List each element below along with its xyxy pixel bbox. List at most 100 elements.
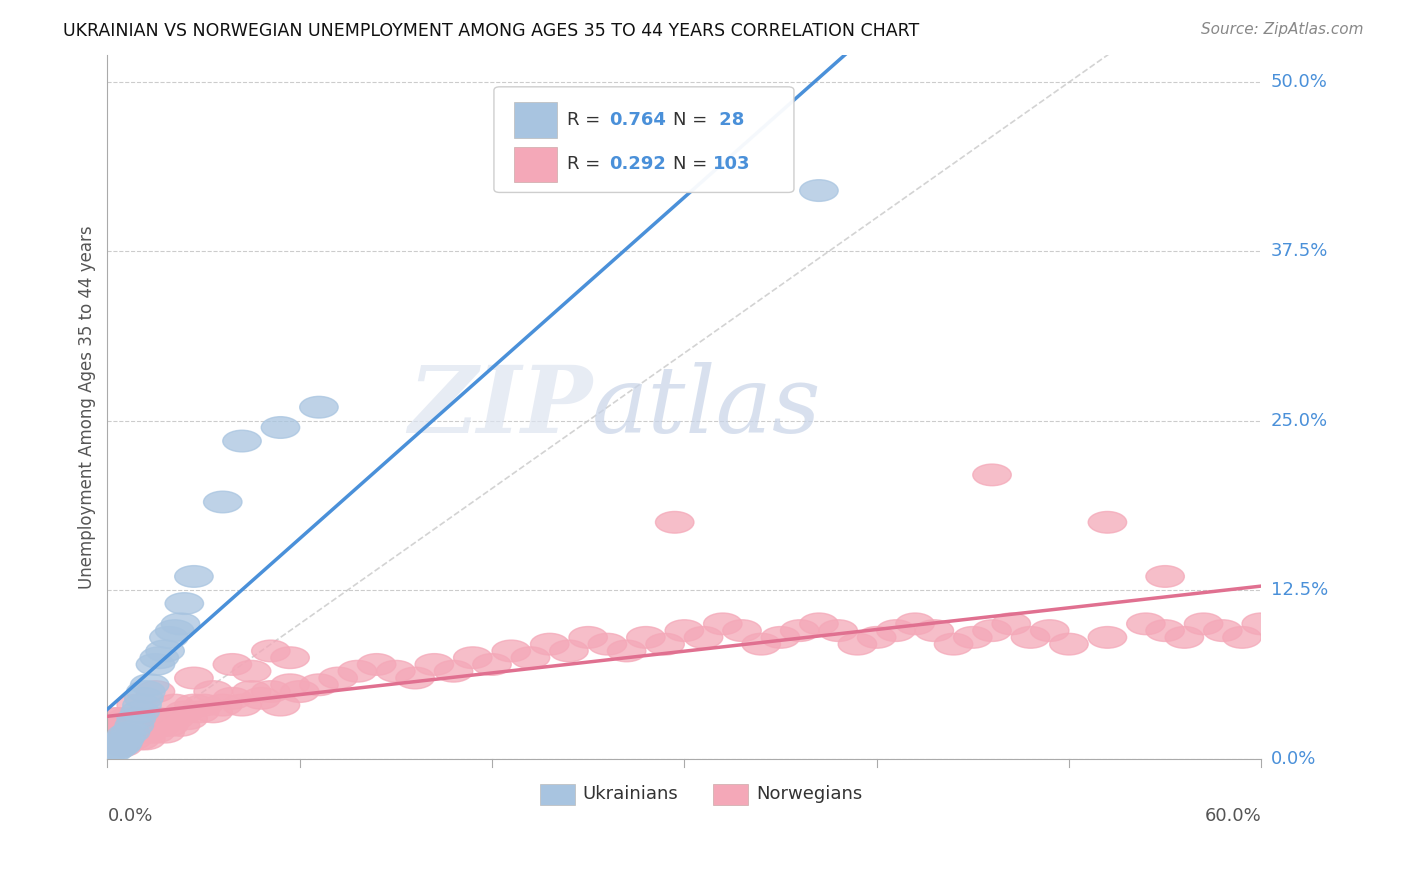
Ellipse shape: [141, 707, 179, 730]
Ellipse shape: [194, 681, 232, 702]
Ellipse shape: [915, 620, 953, 641]
Ellipse shape: [125, 688, 163, 709]
Ellipse shape: [194, 701, 232, 723]
Ellipse shape: [569, 626, 607, 648]
Ellipse shape: [131, 707, 169, 730]
Ellipse shape: [1166, 626, 1204, 648]
Ellipse shape: [100, 722, 138, 743]
Ellipse shape: [162, 613, 200, 635]
Ellipse shape: [89, 714, 127, 736]
Ellipse shape: [156, 620, 194, 641]
Ellipse shape: [156, 707, 194, 730]
Ellipse shape: [101, 735, 141, 756]
Ellipse shape: [299, 396, 339, 418]
Ellipse shape: [232, 660, 271, 682]
Ellipse shape: [800, 613, 838, 635]
Ellipse shape: [174, 694, 214, 716]
Ellipse shape: [131, 674, 169, 696]
Ellipse shape: [104, 735, 142, 756]
Ellipse shape: [319, 667, 357, 689]
Ellipse shape: [252, 681, 290, 702]
Ellipse shape: [242, 688, 280, 709]
Ellipse shape: [132, 714, 172, 736]
Text: N =: N =: [673, 155, 713, 173]
Text: N =: N =: [673, 111, 713, 129]
Ellipse shape: [111, 722, 149, 743]
Ellipse shape: [149, 714, 188, 736]
Ellipse shape: [222, 694, 262, 716]
Ellipse shape: [89, 741, 127, 764]
Text: R =: R =: [567, 155, 606, 173]
Ellipse shape: [98, 738, 136, 759]
Ellipse shape: [280, 681, 319, 702]
Ellipse shape: [214, 688, 252, 709]
Ellipse shape: [111, 714, 149, 736]
Text: 0.764: 0.764: [609, 111, 666, 129]
Ellipse shape: [818, 620, 858, 641]
Ellipse shape: [492, 640, 530, 662]
Ellipse shape: [98, 707, 136, 730]
Text: 50.0%: 50.0%: [1271, 73, 1327, 91]
Ellipse shape: [122, 722, 162, 743]
Ellipse shape: [703, 613, 742, 635]
Ellipse shape: [169, 707, 208, 730]
Ellipse shape: [146, 640, 184, 662]
Ellipse shape: [165, 592, 204, 615]
Ellipse shape: [94, 740, 132, 762]
FancyBboxPatch shape: [713, 784, 748, 805]
Ellipse shape: [800, 179, 838, 202]
Ellipse shape: [1146, 566, 1184, 587]
Text: R =: R =: [567, 111, 606, 129]
Ellipse shape: [607, 640, 645, 662]
Ellipse shape: [877, 620, 915, 641]
Ellipse shape: [665, 620, 703, 641]
Text: 25.0%: 25.0%: [1271, 412, 1329, 430]
Ellipse shape: [96, 728, 135, 750]
Ellipse shape: [107, 707, 146, 730]
Ellipse shape: [110, 722, 148, 743]
Ellipse shape: [838, 633, 877, 655]
Ellipse shape: [761, 626, 800, 648]
Text: 0.0%: 0.0%: [107, 806, 153, 824]
Ellipse shape: [214, 654, 252, 675]
Text: UKRAINIAN VS NORWEGIAN UNEMPLOYMENT AMONG AGES 35 TO 44 YEARS CORRELATION CHART: UKRAINIAN VS NORWEGIAN UNEMPLOYMENT AMON…: [63, 22, 920, 40]
Ellipse shape: [105, 728, 143, 750]
Ellipse shape: [204, 491, 242, 513]
Ellipse shape: [149, 626, 188, 648]
Text: 0.292: 0.292: [609, 155, 666, 173]
Text: ZIP: ZIP: [408, 362, 592, 452]
Ellipse shape: [107, 724, 146, 746]
Ellipse shape: [262, 417, 299, 438]
Ellipse shape: [98, 707, 136, 730]
Ellipse shape: [1088, 511, 1126, 533]
Ellipse shape: [174, 566, 214, 587]
Ellipse shape: [101, 714, 141, 736]
Ellipse shape: [271, 674, 309, 696]
Ellipse shape: [377, 660, 415, 682]
Text: 0.0%: 0.0%: [1271, 750, 1316, 768]
Ellipse shape: [472, 654, 512, 675]
Ellipse shape: [993, 613, 1031, 635]
Text: 12.5%: 12.5%: [1271, 581, 1329, 599]
Ellipse shape: [645, 633, 685, 655]
Ellipse shape: [530, 633, 569, 655]
Ellipse shape: [174, 667, 214, 689]
Text: atlas: atlas: [592, 362, 821, 452]
Ellipse shape: [184, 694, 222, 716]
Text: 28: 28: [713, 111, 745, 129]
Ellipse shape: [117, 707, 156, 730]
Ellipse shape: [973, 620, 1011, 641]
Ellipse shape: [104, 732, 142, 754]
Ellipse shape: [204, 694, 242, 716]
Ellipse shape: [357, 654, 396, 675]
Ellipse shape: [1088, 626, 1126, 648]
Ellipse shape: [1184, 613, 1223, 635]
Ellipse shape: [588, 633, 627, 655]
Ellipse shape: [454, 647, 492, 668]
Ellipse shape: [141, 647, 179, 668]
Ellipse shape: [953, 626, 993, 648]
Ellipse shape: [339, 660, 377, 682]
Ellipse shape: [117, 694, 156, 716]
Ellipse shape: [1204, 620, 1241, 641]
Ellipse shape: [780, 620, 818, 641]
